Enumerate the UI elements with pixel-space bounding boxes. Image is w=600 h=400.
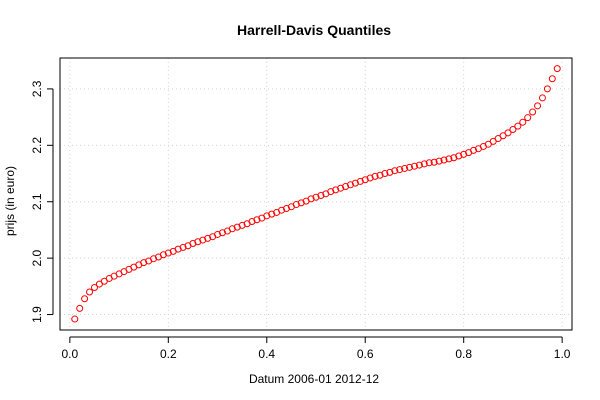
y-axis: 1.9 2.0 2.1 2.2 2.3 xyxy=(30,80,54,323)
data-point xyxy=(420,160,428,168)
data-point xyxy=(263,212,271,220)
data-point xyxy=(86,288,94,296)
data-points xyxy=(71,65,561,323)
data-point xyxy=(337,184,345,192)
data-point xyxy=(450,154,458,162)
data-point xyxy=(435,157,443,165)
data-point xyxy=(218,229,226,237)
chart-title: Harrell-Davis Quantiles xyxy=(237,22,391,38)
data-point xyxy=(297,199,305,207)
data-point xyxy=(514,122,522,130)
data-point xyxy=(327,188,335,196)
data-point xyxy=(71,315,79,323)
data-point xyxy=(415,161,423,169)
data-point xyxy=(204,234,212,242)
x-axis: 0.0 0.2 0.4 0.6 0.8 1.0 xyxy=(62,336,571,361)
data-point xyxy=(214,230,222,238)
data-point xyxy=(194,238,202,246)
data-point xyxy=(159,251,167,259)
data-point xyxy=(140,259,148,267)
data-point xyxy=(253,216,261,224)
data-point xyxy=(361,176,369,184)
data-point xyxy=(529,108,537,116)
x-axis-label: Datum 2006-01 2012-12 xyxy=(249,372,379,386)
data-point xyxy=(228,225,236,233)
data-point xyxy=(199,236,207,244)
data-point xyxy=(351,179,359,187)
x-tick-label: 1.0 xyxy=(554,347,571,361)
data-point xyxy=(90,283,98,291)
data-point xyxy=(81,295,89,303)
data-point xyxy=(356,177,364,185)
data-point xyxy=(312,193,320,201)
data-point xyxy=(317,192,325,200)
data-point xyxy=(248,217,256,225)
data-point xyxy=(307,195,315,203)
data-point xyxy=(504,129,512,137)
data-point xyxy=(179,243,187,251)
data-point xyxy=(376,171,384,179)
y-tick-label: 2.0 xyxy=(30,249,44,266)
data-point xyxy=(278,206,286,214)
data-point xyxy=(381,170,389,178)
data-point xyxy=(189,239,197,247)
y-tick-label: 2.1 xyxy=(30,193,44,210)
data-point xyxy=(76,304,84,312)
data-point xyxy=(401,164,409,172)
data-point xyxy=(282,204,290,212)
data-point xyxy=(470,146,478,154)
data-point xyxy=(534,102,542,110)
data-point xyxy=(524,114,532,122)
plot-frame xyxy=(59,57,573,331)
data-point xyxy=(543,85,551,93)
y-tick-label: 2.3 xyxy=(30,80,44,97)
y-tick-label: 1.9 xyxy=(30,306,44,323)
data-point xyxy=(342,182,350,190)
data-point xyxy=(460,150,468,158)
y-tick-label: 2.2 xyxy=(30,137,44,154)
x-tick-label: 0.6 xyxy=(357,347,374,361)
data-point xyxy=(292,201,300,209)
data-point xyxy=(268,210,276,218)
data-point xyxy=(406,163,414,171)
data-point xyxy=(386,168,394,176)
x-tick-label: 0.2 xyxy=(160,347,177,361)
data-point xyxy=(371,172,379,180)
data-point xyxy=(366,174,374,182)
data-point xyxy=(440,156,448,164)
data-point xyxy=(430,158,438,166)
data-point xyxy=(509,126,517,134)
data-point xyxy=(346,181,354,189)
data-point xyxy=(150,255,158,263)
x-tick-label: 0.8 xyxy=(455,347,472,361)
data-point xyxy=(396,166,404,174)
data-point xyxy=(455,152,463,160)
data-point xyxy=(174,245,182,253)
data-point xyxy=(519,118,527,126)
data-point xyxy=(538,94,546,102)
x-tick-label: 0.4 xyxy=(258,347,275,361)
data-point xyxy=(391,167,399,175)
data-point xyxy=(445,155,453,163)
data-point xyxy=(233,223,241,231)
x-tick-label: 0.0 xyxy=(62,347,79,361)
y-axis-label: prijs (in euro) xyxy=(3,166,17,236)
data-point xyxy=(548,75,556,83)
data-point xyxy=(425,159,433,167)
data-point xyxy=(164,249,172,257)
data-point xyxy=(553,65,561,73)
data-point xyxy=(238,221,246,229)
data-point xyxy=(332,186,340,194)
data-point xyxy=(410,162,418,170)
grid-lines xyxy=(60,58,572,330)
